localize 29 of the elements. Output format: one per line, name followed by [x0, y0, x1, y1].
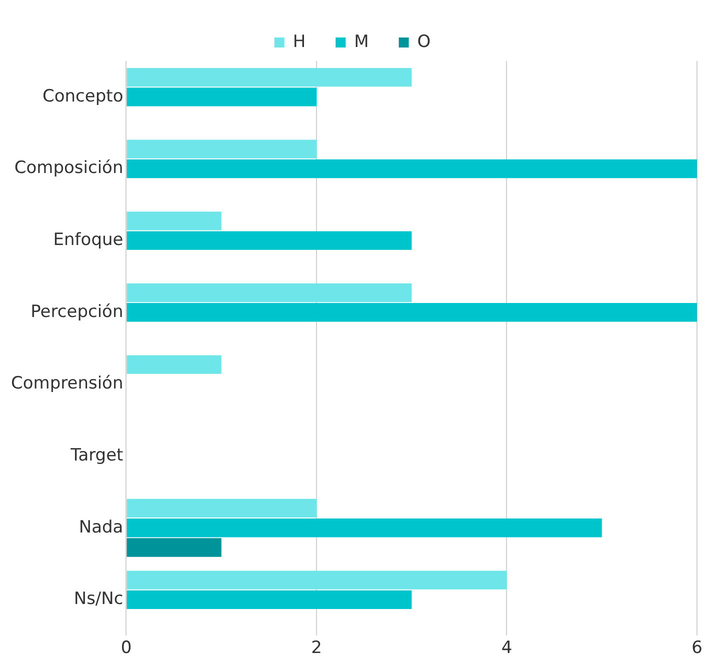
y-tick-label: Nada — [78, 517, 124, 538]
bar — [126, 88, 316, 106]
y-tick-label: Percepción — [30, 302, 124, 322]
legend-label: H — [292, 32, 306, 52]
y-tick-label: Comprensión — [10, 374, 124, 394]
x-tick-label: 4 — [501, 638, 512, 658]
x-tick-label: 2 — [311, 638, 322, 658]
bar — [126, 68, 412, 87]
bar — [126, 212, 222, 230]
bar — [126, 283, 412, 302]
y-tick-label: Ns/Nc — [74, 589, 124, 610]
bar — [126, 355, 222, 374]
legend-label: O — [417, 32, 431, 52]
x-tick-label: 0 — [120, 638, 132, 658]
bar — [126, 140, 316, 158]
bar — [126, 590, 412, 610]
bar — [126, 303, 697, 322]
y-tick-label: Composición — [14, 158, 124, 178]
y-tick-label: Concepto — [42, 86, 124, 106]
bar — [126, 538, 222, 557]
x-tick-label: 6 — [692, 638, 702, 658]
y-tick-label: Target — [70, 445, 124, 466]
bar — [126, 518, 602, 538]
bar — [126, 570, 507, 590]
bar — [126, 231, 412, 250]
bar — [126, 159, 697, 178]
bar — [126, 498, 316, 518]
legend-label: M — [354, 32, 369, 52]
y-tick-label: Enfoque — [53, 230, 124, 250]
